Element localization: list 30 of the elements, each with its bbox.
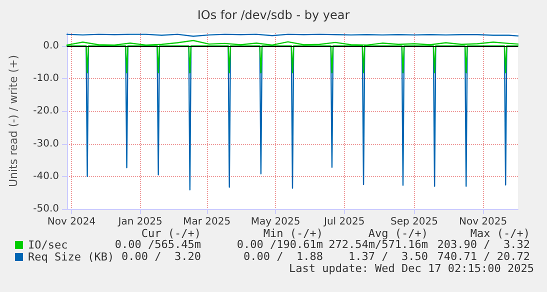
y-tick-label: -50.0	[33, 204, 59, 214]
y-tick-label: -20.0	[33, 106, 59, 117]
y-tick-label: -40.0	[33, 170, 59, 182]
x-tick-label: Jan 2025	[117, 216, 162, 228]
y-axis-title: Units read (-) / write (+)	[7, 54, 20, 188]
x-tick-label: Sep 2025	[390, 216, 438, 228]
x-tick-label: May 2025	[250, 216, 300, 228]
y-tick-label: 0.0	[43, 40, 59, 52]
text: Cur (-/+)	[141, 227, 201, 240]
text: Min (-/+)	[263, 227, 323, 240]
x-tick-label: Nov 2024	[47, 216, 96, 228]
legend-label: IO/sec	[28, 238, 68, 252]
y-tick-label: -30.0	[33, 138, 59, 150]
text: 0.00 / 3.20	[122, 250, 201, 263]
text: 740.71 / 20.72	[437, 250, 530, 263]
legend-label: Req Size (KB)	[28, 250, 114, 264]
text: 1.37 / 3.50	[348, 250, 428, 263]
text: 272.54m/571.16m	[328, 238, 428, 251]
text: 0.00 /565.45m	[114, 238, 202, 251]
text: Last update: Wed Dec 17 02:15:00 2025	[288, 262, 534, 275]
x-tick-label: Nov 2025	[458, 216, 508, 228]
y-tick-label: -10.0	[33, 73, 59, 84]
text: 203.90 / 3.32	[437, 238, 530, 251]
text: Avg (-/+)	[368, 227, 428, 240]
text: 0.00 / 1.88	[244, 250, 323, 263]
chart-title: IOs for /dev/sdb - by year	[197, 8, 350, 22]
x-tick-label: Jul 2025	[323, 216, 365, 228]
text: 0.00 /190.61m	[236, 238, 324, 251]
text: Max (-/+)	[470, 227, 530, 240]
x-tick-label: Mar 2025	[183, 216, 231, 228]
